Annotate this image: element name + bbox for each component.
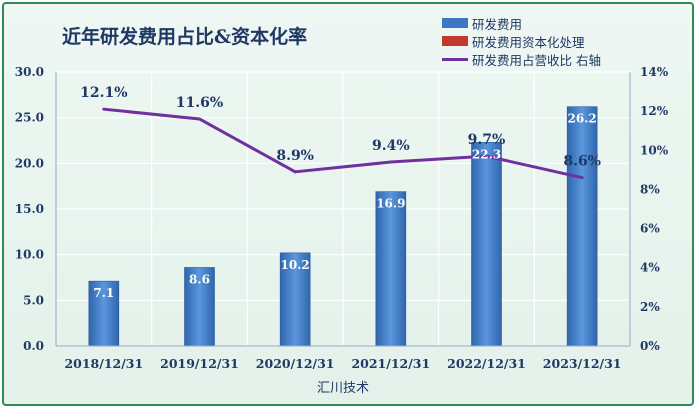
legend-swatch-capitalized xyxy=(442,36,468,46)
chart-legend: 研发费用 研发费用资本化处理 研发费用占营收比 右轴 xyxy=(442,14,601,68)
ratio-point xyxy=(102,107,106,111)
x-axis-title: 汇川技术 xyxy=(317,381,369,396)
ratio-point xyxy=(580,176,584,180)
legend-item-rd-expense: 研发费用 xyxy=(442,14,601,32)
y-left-tick-label: 25.0 xyxy=(15,111,44,125)
ratio-point xyxy=(198,117,201,121)
bar-rd-expense xyxy=(375,191,407,347)
bar-data-label: 7.1 xyxy=(93,286,114,300)
legend-label-ratio: 研发费用占营收比 右轴 xyxy=(472,52,601,68)
bar-rd-expense xyxy=(184,267,215,347)
legend-item-ratio: 研发费用占营收比 右轴 xyxy=(442,50,601,68)
y-left-tick-label: 0.0 xyxy=(23,339,44,353)
ratio-data-label: 8.9% xyxy=(276,148,314,164)
ratio-data-label: 12.1% xyxy=(80,85,127,101)
ratio-point xyxy=(485,154,488,158)
x-tick-label: 2018/12/31 xyxy=(64,356,143,371)
bar-data-label: 16.9 xyxy=(376,197,405,211)
ratio-point xyxy=(293,170,297,174)
legend-swatch-rd-expense xyxy=(442,18,468,28)
ratio-point xyxy=(389,160,393,164)
legend-item-capitalized: 研发费用资本化处理 xyxy=(442,32,601,50)
chart-title: 近年研发费用占比&资本化率 xyxy=(62,26,308,48)
y-right-tick-label: 4% xyxy=(640,261,660,275)
ratio-data-label: 9.7% xyxy=(468,132,506,148)
x-tick-label: 2020/12/31 xyxy=(256,356,335,371)
legend-label-capitalized: 研发费用资本化处理 xyxy=(472,34,585,50)
y-left-tick-label: 30.0 xyxy=(15,65,44,79)
ratio-data-label: 11.6% xyxy=(176,95,223,111)
series-line-ratio xyxy=(103,107,583,180)
y-right-tick-label: 10% xyxy=(640,143,669,157)
bar-data-label: 10.2 xyxy=(281,258,310,272)
bar-data-label: 26.2 xyxy=(568,112,597,126)
ratio-data-label: 9.4% xyxy=(372,138,410,154)
y-right-tick-label: 14% xyxy=(640,65,669,79)
x-tick-label: 2023/12/31 xyxy=(543,356,622,371)
bar-data-label: 22.3 xyxy=(472,147,501,161)
y-left-tick-label: 20.0 xyxy=(15,156,44,170)
legend-label-rd-expense: 研发费用 xyxy=(472,16,523,32)
y-right-tick-label: 8% xyxy=(640,182,660,196)
y-right-tick-label: 2% xyxy=(640,300,660,314)
x-tick-label: 2022/12/31 xyxy=(447,356,526,371)
ratio-data-label: 8.6% xyxy=(563,154,601,170)
bar-rd-expense xyxy=(471,142,502,347)
x-tick-label: 2019/12/31 xyxy=(160,356,239,371)
y-right-tick-label: 6% xyxy=(640,222,660,236)
y-right-tick-label: 12% xyxy=(640,104,669,118)
y-right-tick-label: 0% xyxy=(640,339,660,353)
y-left-tick-label: 5.0 xyxy=(23,293,44,307)
y-left-tick-label: 15.0 xyxy=(15,202,44,216)
x-tick-label: 2021/12/31 xyxy=(351,356,430,371)
legend-swatch-ratio xyxy=(442,57,468,61)
bar-data-label: 8.6 xyxy=(189,272,210,286)
y-left-tick-label: 10.0 xyxy=(15,248,44,262)
bar-rd-expense xyxy=(566,106,598,347)
